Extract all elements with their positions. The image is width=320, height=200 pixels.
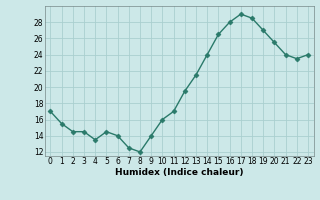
X-axis label: Humidex (Indice chaleur): Humidex (Indice chaleur) — [115, 168, 244, 177]
